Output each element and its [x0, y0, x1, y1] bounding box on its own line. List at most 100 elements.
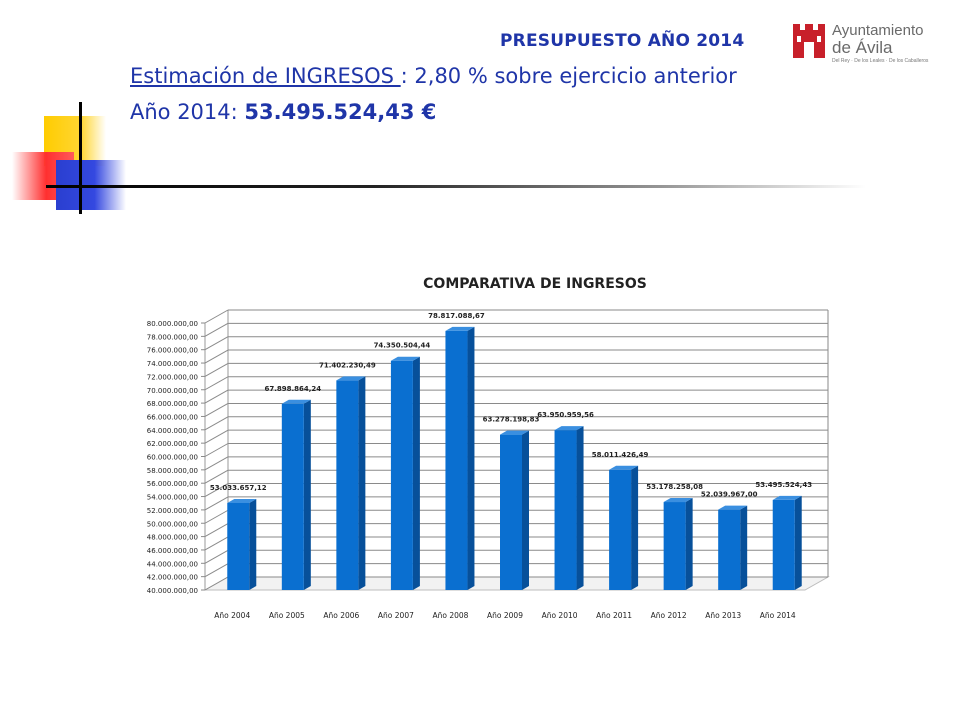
grid-diagonal: [204, 536, 229, 551]
bar-side: [740, 505, 748, 590]
bar-side: [358, 376, 366, 590]
bar-side: [794, 495, 802, 590]
city-logo: Ayuntamiento de Ávila Del Rey · De los L…: [790, 20, 940, 64]
y-tick-label: 66.000.000,00: [147, 413, 198, 421]
decor-vertical-line: [79, 102, 82, 214]
bar-top: [390, 356, 420, 361]
data-label: 63.950.959,56: [537, 411, 594, 419]
bar-top: [500, 430, 529, 435]
decor-horizontal-line: [46, 185, 866, 188]
y-tick-label: 74.000.000,00: [147, 360, 198, 368]
year-value: 53.495.524,43 €: [244, 100, 437, 124]
y-tick-label: 80.000.000,00: [147, 320, 198, 328]
data-label: 78.817.088,67: [428, 312, 485, 320]
grid-diagonal: [204, 456, 229, 471]
grid-diagonal: [204, 322, 229, 337]
y-tick-label: 52.000.000,00: [147, 507, 198, 515]
x-tick-label: Año 2011: [596, 611, 632, 620]
subtitle-underlined: Estimación de INGRESOS: [130, 64, 401, 88]
bar: [609, 469, 632, 590]
y-tick-label: 40.000.000,00: [147, 587, 198, 595]
bar: [500, 434, 522, 590]
bar-top: [281, 399, 311, 404]
castle-icon: [793, 24, 825, 58]
bar-top: [718, 505, 748, 510]
data-label: 74.350.504,44: [374, 342, 431, 350]
bar: [445, 330, 468, 590]
data-label: 52.039.967,00: [701, 491, 758, 499]
y-tick-label: 44.000.000,00: [147, 560, 198, 568]
bar-side: [467, 326, 475, 590]
bar: [281, 403, 304, 590]
data-label: 67.898.864,24: [264, 385, 321, 393]
bar-top: [227, 499, 257, 504]
data-label: 53.178.258,08: [646, 483, 703, 491]
x-tick-label: Año 2006: [323, 611, 359, 620]
grid-diagonal: [204, 362, 229, 377]
bar-side: [631, 465, 639, 590]
y-tick-label: 72.000.000,00: [147, 373, 198, 381]
bar-side: [249, 499, 257, 590]
bar-side: [576, 426, 584, 590]
y-tick-label: 54.000.000,00: [147, 494, 198, 502]
bar-side: [685, 498, 693, 590]
grid-diagonal: [204, 563, 229, 578]
grid-diagonal: [204, 336, 229, 351]
bar-top: [554, 426, 584, 431]
x-tick-label: Año 2007: [378, 611, 414, 620]
grid-diagonal: [204, 309, 229, 324]
grid-diagonal: [204, 509, 229, 524]
grid-diagonal: [204, 549, 229, 564]
year-total: Año 2014: 53.495.524,43 €: [130, 100, 436, 124]
bar: [336, 380, 359, 590]
bar-top: [772, 495, 802, 500]
y-tick-label: 78.000.000,00: [147, 333, 198, 341]
subtitle-rest: : 2,80 % sobre ejercicio anterior: [400, 64, 737, 88]
logo-line3: Del Rey · De los Leales · De los Caballe…: [832, 58, 929, 64]
y-tick-label: 76.000.000,00: [147, 347, 198, 355]
data-label: 58.011.426,49: [592, 451, 649, 459]
grid-diagonal: [204, 483, 229, 497]
bar: [390, 360, 413, 590]
y-tick-label: 70.000.000,00: [147, 387, 198, 395]
y-tick-label: 48.000.000,00: [147, 534, 198, 542]
bar-side: [522, 430, 529, 590]
bar: [718, 509, 741, 590]
grid-diagonal: [204, 443, 229, 457]
x-tick-label: Año 2010: [542, 611, 578, 620]
bar-side: [412, 356, 420, 590]
y-tick-label: 50.000.000,00: [147, 520, 198, 528]
page-title: PRESUPUESTO AÑO 2014: [500, 31, 745, 51]
grid-diagonal: [204, 376, 229, 391]
y-tick-label: 58.000.000,00: [147, 467, 198, 475]
bar: [772, 499, 795, 590]
bar: [554, 430, 577, 590]
grid-diagonal: [204, 469, 229, 484]
x-tick-label: Año 2013: [705, 611, 741, 620]
bar-side: [303, 399, 311, 590]
bar-top: [609, 465, 639, 470]
year-label: Año 2014:: [130, 100, 245, 124]
y-tick-label: 62.000.000,00: [147, 440, 198, 448]
y-tick-label: 64.000.000,00: [147, 427, 198, 435]
grid-diagonal: [204, 349, 229, 364]
y-tick-label: 46.000.000,00: [147, 547, 198, 555]
chart-title-wrap: COMPARATIVA DE INGRESOS: [0, 276, 960, 292]
data-label: 63.278.198,83: [483, 416, 540, 424]
bar-top: [663, 498, 693, 503]
x-tick-label: Año 2009: [487, 611, 523, 620]
logo-line2: de Ávila: [832, 38, 893, 57]
y-tick-label: 56.000.000,00: [147, 480, 198, 488]
bar: [663, 502, 686, 590]
grid-diagonal: [204, 496, 229, 511]
x-tick-label: Año 2004: [214, 611, 250, 620]
y-tick-label: 42.000.000,00: [147, 574, 198, 582]
chart-title: COMPARATIVA DE INGRESOS: [423, 276, 647, 292]
bar: [227, 503, 250, 590]
bar-top: [336, 376, 366, 381]
logo-line1: Ayuntamiento: [832, 22, 924, 39]
x-tick-label: Año 2008: [432, 611, 468, 620]
grid-diagonal: [204, 523, 229, 538]
grid-diagonal: [204, 403, 229, 417]
